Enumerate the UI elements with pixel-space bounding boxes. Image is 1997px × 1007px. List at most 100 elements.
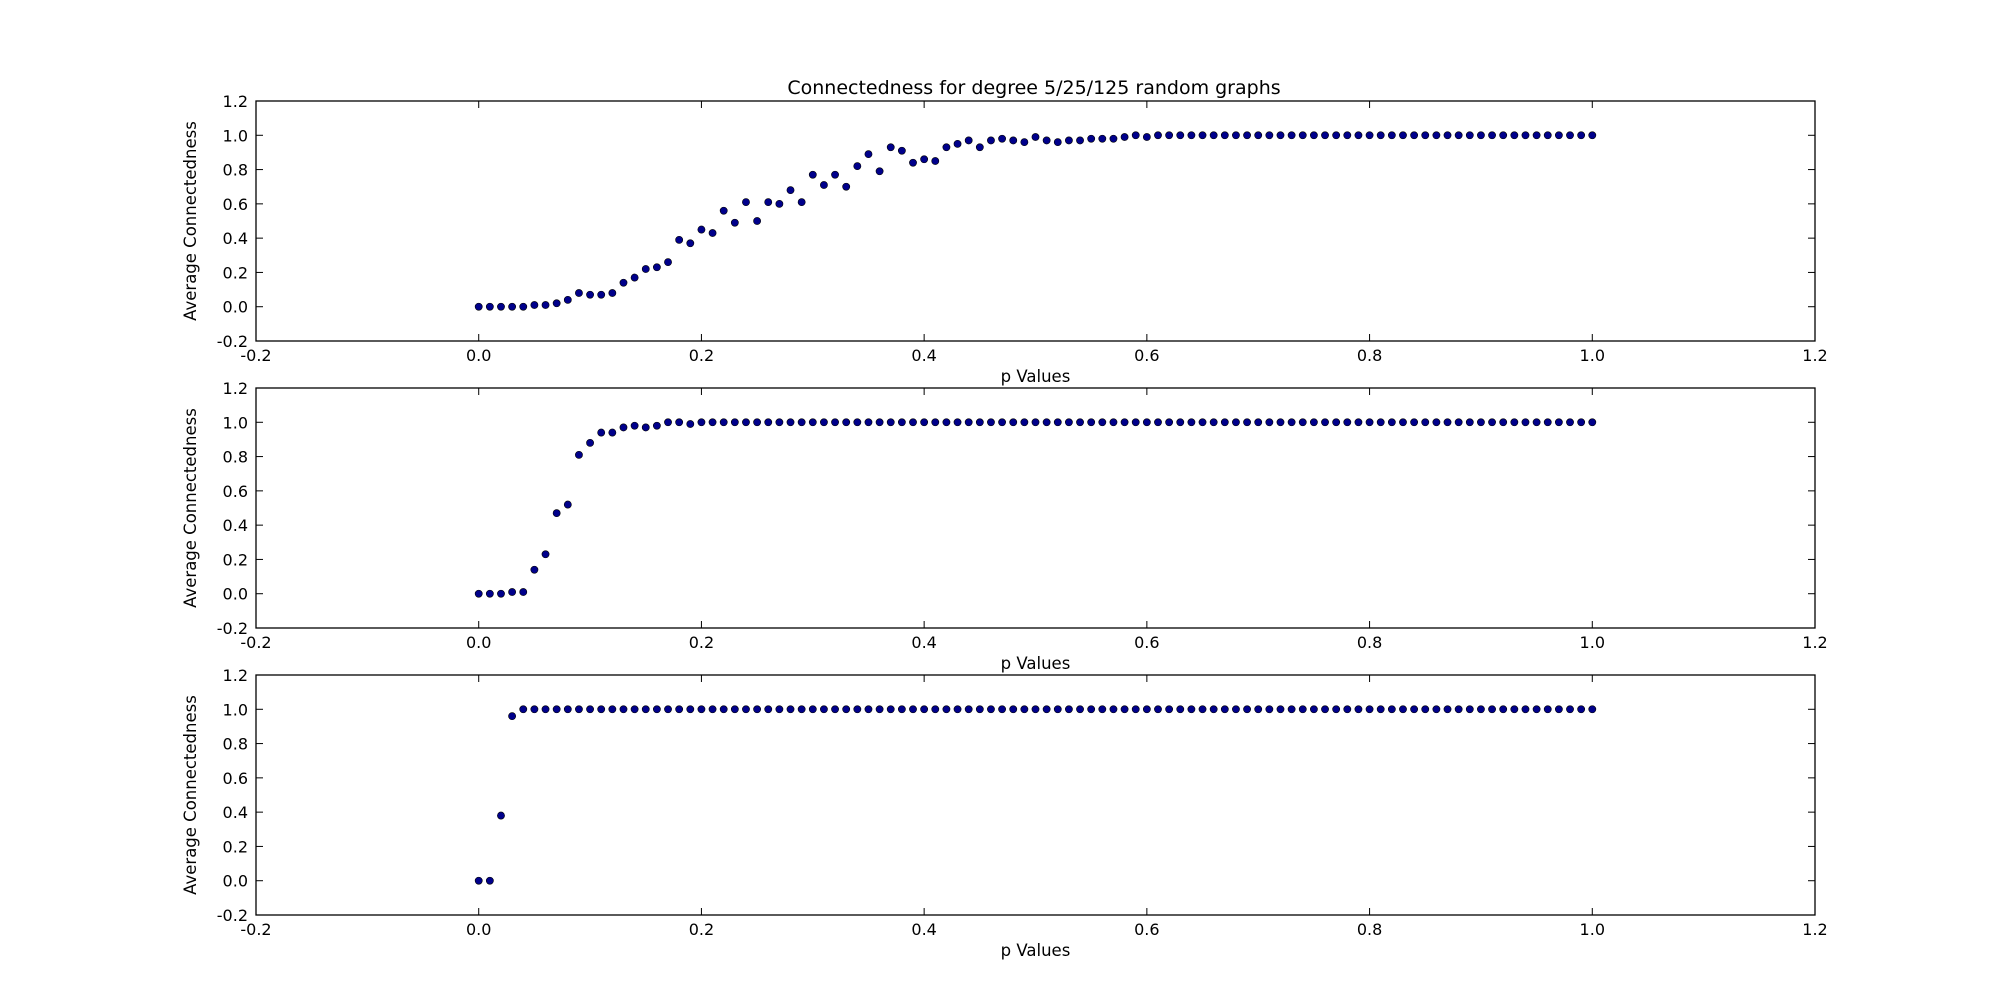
- chart-title: Connectedness for degree 5/25/125 random…: [787, 77, 1280, 99]
- data-point: [1376, 131, 1385, 140]
- x-tick-label: 0.0: [466, 920, 491, 939]
- data-point: [730, 418, 739, 427]
- data-point: [1410, 418, 1419, 427]
- data-point: [953, 418, 962, 427]
- data-point: [708, 705, 717, 714]
- y-tick-label: 0.6: [223, 482, 248, 501]
- data-point: [541, 301, 550, 309]
- data-point: [1387, 705, 1396, 714]
- data-point: [1232, 418, 1240, 427]
- data-point: [1053, 418, 1062, 427]
- data-point: [1298, 705, 1307, 714]
- data-point: [1543, 418, 1552, 427]
- x-tick-label: 0.8: [1357, 346, 1382, 365]
- data-point: [608, 705, 617, 714]
- data-point: [1577, 705, 1586, 714]
- y-tick-label: 0.0: [223, 872, 248, 891]
- data-point: [563, 295, 572, 304]
- data-point: [719, 418, 728, 427]
- data-point: [1432, 705, 1441, 714]
- data-point: [942, 705, 951, 714]
- data-point: [575, 289, 583, 297]
- x-tick-label: 1.0: [1580, 633, 1605, 652]
- data-point: [931, 157, 940, 165]
- data-point: [1220, 418, 1229, 427]
- data-point: [1076, 418, 1084, 427]
- x-tick-label: 0.2: [689, 346, 714, 365]
- data-point: [1298, 131, 1307, 140]
- data-point: [586, 290, 594, 299]
- data-point: [1065, 705, 1073, 714]
- data-point: [1187, 705, 1196, 714]
- data-point: [742, 705, 750, 714]
- data-point: [742, 198, 750, 207]
- data-point: [608, 428, 617, 437]
- y-tick-label: -0.2: [217, 619, 248, 638]
- data-point: [1399, 418, 1407, 427]
- data-point: [1020, 705, 1029, 714]
- data-point: [608, 289, 617, 297]
- data-point: [1187, 418, 1196, 427]
- data-point: [1343, 705, 1352, 714]
- data-point: [953, 705, 962, 714]
- data-point: [831, 705, 839, 714]
- data-point: [1566, 131, 1574, 140]
- data-point: [1254, 705, 1263, 714]
- data-point: [753, 418, 762, 427]
- data-point: [1332, 418, 1341, 427]
- data-point: [1354, 131, 1363, 140]
- data-point: [1276, 418, 1285, 427]
- data-point: [1142, 418, 1151, 427]
- data-point: [1477, 418, 1485, 427]
- y-tick-label: 1.0: [223, 126, 248, 145]
- y-tick-label: 0.8: [223, 161, 248, 180]
- data-point: [864, 150, 873, 159]
- plot-frame: [255, 100, 1816, 342]
- data-point: [764, 198, 773, 207]
- data-point: [1443, 418, 1452, 427]
- data-point: [753, 217, 762, 225]
- data-point: [1365, 418, 1374, 427]
- data-point: [998, 418, 1006, 427]
- data-point: [1243, 418, 1251, 427]
- y-tick-label: 1.0: [223, 413, 248, 432]
- data-point: [686, 239, 695, 248]
- data-point: [1554, 705, 1563, 714]
- x-tick-label: 0.6: [1134, 346, 1159, 365]
- data-point: [1432, 131, 1441, 140]
- data-point: [1532, 418, 1541, 427]
- data-point: [497, 302, 505, 311]
- data-point: [820, 705, 828, 714]
- data-point: [541, 705, 550, 714]
- data-point: [1154, 705, 1162, 714]
- y-tick-label: 0.2: [223, 263, 248, 282]
- data-point: [1165, 705, 1174, 714]
- data-point: [1321, 705, 1329, 714]
- x-tick-label: 0.2: [689, 920, 714, 939]
- data-point: [575, 705, 583, 714]
- data-point: [1287, 418, 1296, 427]
- data-point: [1098, 134, 1107, 143]
- data-point: [897, 146, 906, 155]
- data-point: [575, 450, 583, 459]
- data-point: [964, 418, 973, 427]
- plot-frame: [255, 387, 1816, 629]
- data-point: [708, 418, 717, 427]
- data-point: [1176, 131, 1185, 140]
- data-point: [753, 705, 762, 714]
- x-tick-label: 0.8: [1357, 633, 1382, 652]
- data-point: [1410, 705, 1419, 714]
- data-point: [552, 509, 561, 518]
- data-point: [652, 421, 661, 430]
- data-point: [597, 428, 606, 437]
- data-point: [1120, 418, 1129, 427]
- data-point: [1265, 705, 1274, 714]
- data-point: [1165, 131, 1174, 140]
- data-point: [853, 418, 862, 427]
- x-tick-label: 1.2: [1802, 920, 1827, 939]
- data-point: [697, 225, 706, 234]
- data-point: [1465, 131, 1474, 140]
- data-point: [975, 143, 984, 152]
- data-point: [953, 139, 962, 148]
